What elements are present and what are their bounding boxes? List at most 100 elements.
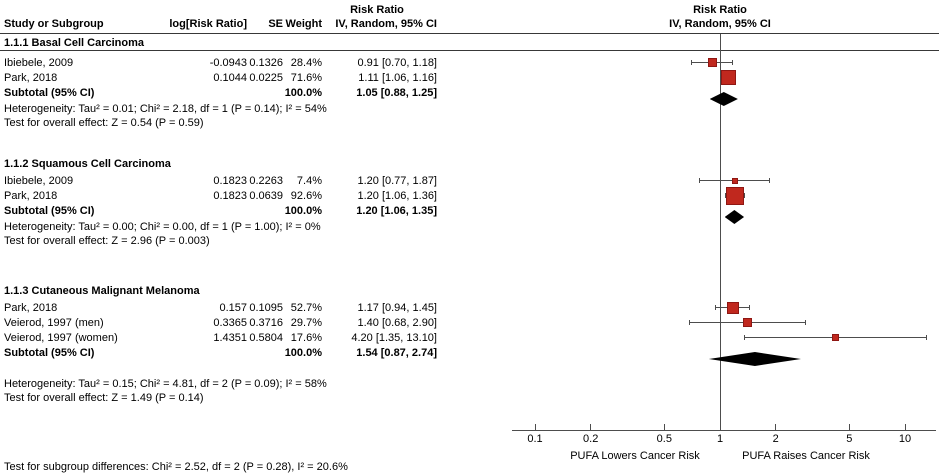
ci-cap-left [691,60,693,65]
effect-square [707,58,717,67]
study-label: Veierod, 1997 (women) [4,332,118,344]
col-header-effect-model: IV, Random, 95% CI [335,18,437,30]
effect-estimate-text: 0.91 [0.70, 1.18] [357,57,437,69]
se-value: 0.1095 [249,302,283,314]
axis-right-direction-label: PUFA Raises Cancer Risk [742,450,870,462]
weight-value: 71.6% [290,72,322,84]
ci-cap-right [743,193,745,198]
heterogeneity-text: Heterogeneity: Tau² = 0.00; Chi² = 0.00,… [4,221,321,233]
heterogeneity-text: Heterogeneity: Tau² = 0.01; Chi² = 2.18,… [4,103,327,115]
study-label: Ibiebele, 2009 [4,175,74,187]
overall-effect-text: Test for overall effect: Z = 1.49 (P = 0… [4,392,204,404]
effect-square [725,186,744,205]
weight-value: 17.6% [290,332,322,344]
axis-tick-label: 0.1 [527,433,543,445]
axis-tick [848,424,850,431]
study-label: Subtotal (95% CI) [4,87,95,99]
axis-tick-label: 2 [772,433,779,445]
study-label: Ibiebele, 2009 [4,57,74,69]
se-value: 0.1326 [249,57,283,69]
weight-value: 100.0% [284,205,322,217]
study-label: Park, 2018 [4,190,58,202]
weight-value: 28.4% [290,57,322,69]
se-value: 0.5804 [249,332,283,344]
subgroup-heading: 1.1.2 Squamous Cell Carcinoma [4,158,171,170]
plot-header-model: IV, Random, 95% CI [669,18,771,30]
weight-value: 100.0% [284,347,322,359]
study-label: Park, 2018 [4,302,58,314]
weight-value: 92.6% [290,190,322,202]
weight-value: 7.4% [296,175,322,187]
effect-square [742,318,752,327]
se-value: 0.3716 [249,317,283,329]
axis-line [512,430,936,431]
effect-square [726,301,739,314]
axis-tick [534,424,536,431]
subgroup-heading: 1.1.1 Basal Cell Carcinoma [4,37,145,49]
effect-estimate-text: 1.54 [0.87, 2.74] [356,347,437,359]
effect-square [831,334,839,341]
log-risk-ratio-value: 0.1823 [213,175,247,187]
weight-value: 52.7% [290,302,322,314]
subtotal-diamond [709,92,738,106]
heterogeneity-text: Heterogeneity: Tau² = 0.15; Chi² = 4.81,… [4,378,327,390]
se-value: 0.0225 [249,72,283,84]
effect-column-title: Risk Ratio [350,4,404,16]
ci-cap-right [769,178,771,183]
log-risk-ratio-value: -0.0943 [209,57,247,69]
axis-tick-label: 0.2 [583,433,599,445]
col-header-se: SE [268,18,283,30]
log-risk-ratio-value: 1.4351 [213,332,247,344]
overall-effect-text: Test for overall effect: Z = 2.96 (P = 0… [4,235,210,247]
ci-cap-left [715,305,716,310]
axis-tick-label: 1 [716,433,724,445]
axis-tick [775,424,777,431]
ci-cap-right [804,320,806,325]
study-label: Veierod, 1997 (men) [4,317,104,329]
overall-effect-text: Test for overall effect: Z = 0.54 (P = 0… [4,117,204,129]
subheader-rule [0,50,939,51]
effect-estimate-text: 1.40 [0.68, 2.90] [357,317,437,329]
study-label: Subtotal (95% CI) [4,347,95,359]
axis-tick-label: 0.5 [656,433,672,445]
header-rule [0,33,939,34]
axis-tick [590,424,592,431]
log-risk-ratio-value: 0.157 [219,302,247,314]
ci-cap-left [689,320,690,325]
axis-tick-label: 5 [846,433,853,445]
axis-tick [719,424,721,431]
study-label: Subtotal (95% CI) [4,205,95,217]
log-risk-ratio-value: 0.1823 [213,190,247,202]
subgroup-difference-test: Test for subgroup differences: Chi² = 2.… [4,461,348,473]
effect-square [720,70,736,85]
effect-estimate-text: 1.20 [1.06, 1.35] [356,205,437,217]
axis-tick [663,424,665,431]
effect-estimate-text: 1.20 [1.06, 1.36] [357,190,437,202]
col-header-study: Study or Subgroup [4,18,104,30]
ci-cap-left [699,178,700,183]
log-risk-ratio-value: 0.3365 [213,317,247,329]
axis-null-line [720,34,721,430]
subtotal-diamond [724,210,745,224]
axis-tick-label: 10 [898,433,912,445]
plot-header-effect-measure: Risk Ratio [693,4,747,16]
study-label: Park, 2018 [4,72,58,84]
ci-cap-left [744,335,746,340]
effect-estimate-text: 1.11 [1.06, 1.16] [358,72,437,84]
axis-left-direction-label: PUFA Lowers Cancer Risk [570,450,700,462]
weight-value: 100.0% [284,87,322,99]
effect-square [731,177,738,184]
se-value: 0.2263 [249,175,283,187]
col-header-weight: Weight [285,18,322,30]
ci-cap-right [748,305,750,310]
ci-cap-right [925,335,927,340]
col-header-log-risk-ratio: log[Risk Ratio] [169,18,247,30]
effect-estimate-text: 4.20 [1.35, 13.10] [351,332,437,344]
subgroup-heading: 1.1.3 Cutaneous Malignant Melanoma [4,285,200,297]
effect-estimate-text: 1.17 [0.94, 1.45] [357,302,437,314]
weight-value: 29.7% [290,317,322,329]
effect-estimate-text: 1.20 [0.77, 1.87] [357,175,437,187]
subtotal-diamond [708,352,801,366]
effect-estimate-text: 1.05 [0.88, 1.25] [356,87,437,99]
